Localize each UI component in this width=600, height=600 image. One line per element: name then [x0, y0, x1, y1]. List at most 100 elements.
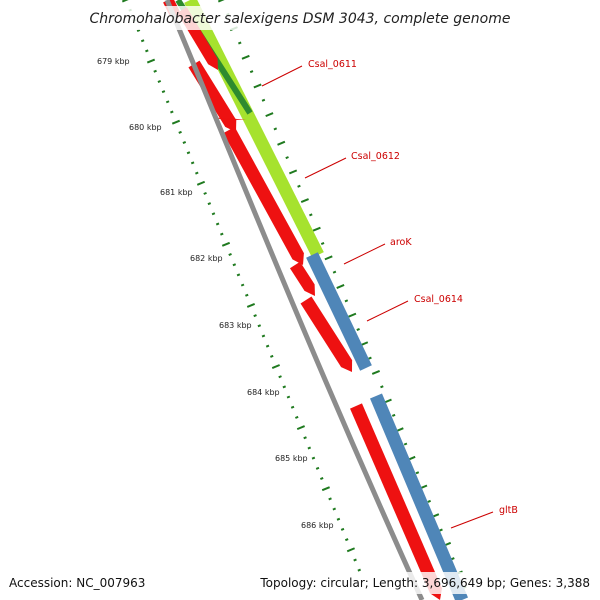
ruler-tick: [253, 314, 257, 318]
outer-tick: [297, 184, 301, 188]
ruler-tick: [257, 324, 262, 328]
kbp-label: 682 kbp: [190, 254, 223, 263]
ruler-tick: [211, 212, 216, 216]
leader-line: [261, 65, 303, 87]
ruler-tick: [278, 375, 282, 379]
ruler-tick: [140, 39, 145, 43]
outer-tick: [261, 98, 266, 102]
cds-arrow[interactable]: [350, 403, 442, 600]
kbp-label: 680 kbp: [129, 123, 162, 132]
outer-tick: [415, 471, 420, 475]
kbp-label: 685 kbp: [275, 454, 308, 463]
ruler-tick: [286, 395, 291, 399]
ruler-tick: [294, 415, 299, 419]
outer-tick: [451, 557, 455, 561]
outer-tick: [368, 356, 372, 360]
topology-label: Topology: circular; Length: 3,696,649 bp…: [259, 576, 590, 590]
outer-tick: [273, 127, 278, 131]
gc-track-blue-2[interactable]: [370, 393, 468, 600]
leader-line: [450, 511, 494, 529]
ruler-tick: [270, 354, 274, 358]
ruler-tick: [336, 517, 341, 521]
kbp-label: 684 kbp: [247, 388, 280, 397]
outer-tick: [265, 112, 274, 118]
kbp-label: 679 kbp: [97, 57, 130, 66]
ruler-tick: [121, 0, 129, 3]
gene-label[interactable]: Csal_0612: [351, 151, 400, 162]
ruler-tick: [346, 547, 355, 553]
ruler-tick: [315, 466, 320, 470]
cds-arrow[interactable]: [213, 117, 246, 120]
kbp-labels: 679 kbp 680 kbp 681 kbp 682 kbp 683 kbp …: [97, 57, 334, 530]
outer-tick: [217, 0, 225, 3]
gene-label[interactable]: aroK: [390, 237, 412, 248]
outer-tick: [277, 140, 286, 146]
outer-tick: [320, 242, 325, 246]
ruler-tick: [215, 222, 220, 226]
ruler-tick: [171, 119, 181, 125]
ruler-tick: [321, 486, 330, 492]
ruler-tick: [332, 507, 337, 511]
kbp-ruler: [121, 0, 362, 572]
kbp-label: 686 kbp: [301, 521, 334, 530]
ruler-tick: [261, 334, 266, 338]
ruler-tick: [228, 253, 232, 257]
ruler-tick: [178, 130, 182, 134]
ruler-tick: [307, 446, 312, 450]
ruler-tick: [196, 180, 206, 186]
ruler-tick: [271, 364, 281, 369]
outer-tick: [427, 499, 431, 503]
outer-tick: [344, 299, 349, 303]
footer-backdrop: [255, 572, 595, 594]
outer-tick: [237, 41, 242, 45]
cds-arrow[interactable]: [223, 126, 304, 265]
gene-label[interactable]: gltB: [499, 505, 518, 516]
leader-line: [366, 300, 409, 322]
ruler-tick: [290, 405, 295, 409]
outer-tick: [288, 169, 298, 175]
accession-label: Accession: NC_007963: [9, 576, 145, 590]
ruler-tick: [319, 477, 324, 481]
ruler-tick: [195, 171, 199, 175]
ruler-tick: [157, 79, 162, 83]
ruler-tick: [265, 344, 270, 348]
outer-tick: [439, 528, 443, 532]
ruler-tick: [353, 558, 357, 562]
outer-tick: [391, 413, 396, 417]
ruler-tick: [245, 293, 249, 297]
kbp-label: 683 kbp: [219, 321, 252, 330]
outer-tick: [403, 442, 408, 446]
ruler-tick: [344, 538, 349, 542]
outer-tick: [249, 70, 254, 74]
cds-arrow[interactable]: [300, 296, 353, 372]
genome-backbone: [164, 0, 425, 600]
ruler-tick: [161, 90, 166, 94]
outer-tick: [241, 54, 250, 60]
gc-track-blue-1[interactable]: [306, 252, 372, 371]
outer-tick: [336, 284, 345, 289]
ruler-tick: [170, 110, 174, 114]
kbp-label: 681 kbp: [160, 188, 193, 197]
ruler-tick: [282, 385, 287, 389]
ruler-tick: [303, 436, 307, 440]
outer-tick: [356, 327, 360, 331]
map-title: Chromohalobacter salexigens DSM 3043, co…: [90, 11, 511, 27]
outer-tick: [312, 226, 321, 232]
leader-line: [304, 157, 347, 179]
gene-label[interactable]: Csal_0611: [308, 59, 357, 70]
ruler-tick: [145, 49, 149, 53]
outer-tick: [253, 83, 262, 89]
gene-labels: Csal_0611 Csal_0612 aroK Csal_0614 gltB: [261, 59, 518, 529]
ruler-tick: [136, 29, 141, 33]
ruler-tick: [165, 100, 170, 104]
ruler-tick: [220, 232, 224, 236]
cds-arrow[interactable]: [289, 261, 315, 296]
outer-tick: [309, 213, 313, 217]
leader-line: [343, 243, 386, 265]
outer-tick: [324, 255, 333, 261]
gene-label[interactable]: Csal_0614: [414, 294, 463, 305]
outer-tick: [285, 156, 289, 160]
ruler-tick: [296, 425, 306, 431]
outer-tick: [332, 270, 337, 274]
